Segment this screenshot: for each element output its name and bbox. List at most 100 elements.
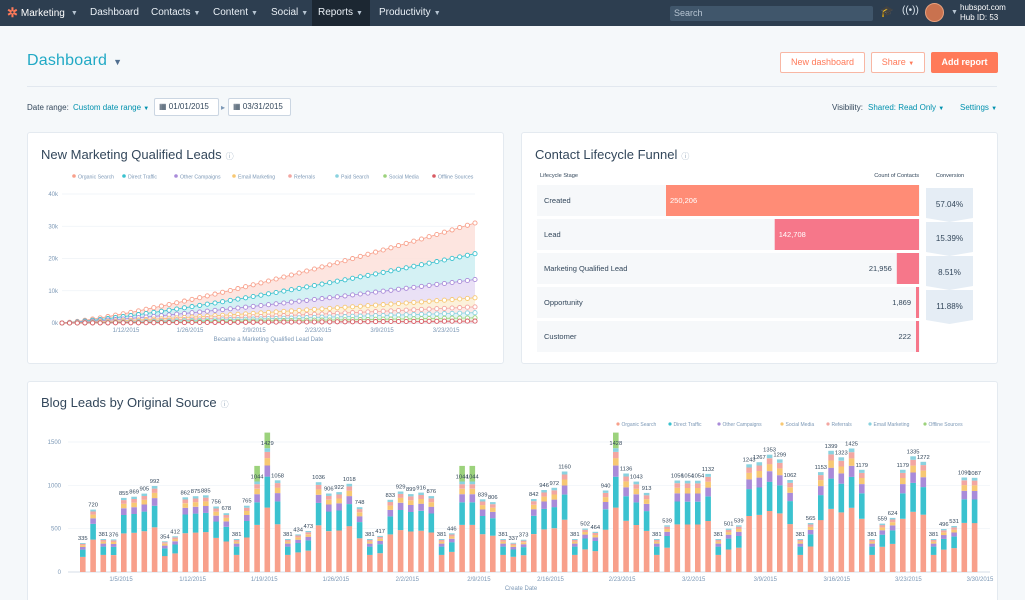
legend-label: Organic Search	[622, 422, 657, 428]
new-dashboard-button[interactable]: New dashboard	[780, 52, 865, 73]
bar-segment	[203, 495, 209, 498]
bar-segment	[900, 472, 906, 478]
bar-segment	[305, 532, 312, 535]
series-point	[403, 300, 409, 306]
conversion-value: 15.39%	[936, 234, 963, 243]
series-point	[151, 320, 157, 326]
bar-segment	[479, 501, 486, 506]
bar-value-label: 1036	[312, 475, 325, 481]
bar-segment	[971, 480, 978, 486]
account-name: hubspot.com	[960, 3, 1006, 12]
bar-segment	[110, 555, 117, 572]
bar-segment	[695, 524, 701, 572]
bar-segment	[336, 530, 342, 572]
series-point	[411, 263, 417, 269]
end-date-field[interactable]: ▦ 03/31/2015	[228, 98, 291, 116]
bar-value-label: 1179	[856, 463, 868, 469]
bar-segment	[869, 539, 875, 540]
nav-item-social[interactable]: Social ▼	[265, 0, 314, 26]
bar-segment	[459, 502, 465, 525]
series-point	[189, 296, 195, 302]
series-point	[296, 298, 302, 304]
series-point	[411, 284, 417, 290]
bar-value-label: 875	[191, 489, 201, 495]
legend-swatch	[174, 174, 178, 178]
search-input[interactable]: Search	[670, 6, 873, 21]
bar-segment	[121, 514, 127, 534]
nav-item-reports[interactable]: Reports ▼	[312, 0, 370, 26]
funnel-bar	[916, 321, 919, 352]
account-info[interactable]: hubspot.com Hub ID: 53	[960, 3, 1006, 23]
series-point	[403, 285, 409, 291]
page-title[interactable]: Dashboard ▼	[27, 52, 122, 70]
series-point	[189, 310, 195, 316]
bar-segment	[90, 524, 96, 540]
bar-segment	[777, 462, 783, 469]
bar-segment	[264, 476, 271, 508]
share-button[interactable]: Share ▼	[871, 52, 925, 73]
bar-segment	[941, 530, 947, 533]
visibility-select[interactable]: Shared: Read Only ▼	[868, 100, 944, 116]
series-point	[296, 270, 302, 276]
bar-segment	[172, 544, 178, 554]
conversion-chevron	[926, 222, 973, 256]
brand-menu[interactable]: ✲ Marketing ▼	[0, 0, 78, 26]
bar-segment	[879, 530, 886, 535]
bar-segment	[479, 509, 486, 516]
date-range-select[interactable]: Custom date range ▼	[73, 100, 149, 116]
bar-segment	[602, 493, 609, 498]
bar-segment	[438, 546, 445, 555]
nav-item-contacts[interactable]: Contacts ▼	[145, 0, 206, 26]
legend-label: Social Media	[786, 422, 815, 428]
series-point	[204, 293, 210, 299]
bar-segment	[305, 534, 312, 537]
bar-segment	[397, 497, 404, 503]
bar-segment	[449, 551, 455, 572]
info-icon[interactable]: ⓘ	[681, 152, 690, 161]
bar-segment	[90, 514, 96, 519]
nav-item-productivity[interactable]: Productivity ▼	[373, 0, 447, 26]
nav-item-content[interactable]: Content ▼	[207, 0, 264, 26]
settings-menu[interactable]: Settings ▼	[960, 100, 997, 116]
bar-value-label: 862	[180, 490, 190, 496]
start-date-field[interactable]: ▦ 01/01/2015	[154, 98, 219, 116]
chevron-down-icon[interactable]: ▼	[951, 9, 958, 16]
series-point	[441, 257, 447, 263]
x-tick-label: 3/23/2015	[895, 577, 922, 583]
bar-segment	[572, 543, 578, 547]
avatar[interactable]	[925, 3, 944, 22]
nav-item-dashboard[interactable]: Dashboard	[84, 0, 145, 26]
funnel-stage-label: Customer	[544, 332, 577, 341]
bar-segment	[705, 521, 711, 572]
mql-title-text: New Marketing Qualified Leads	[41, 147, 222, 162]
bar-segment	[213, 537, 219, 572]
series-point	[411, 312, 417, 318]
bar-segment	[787, 487, 793, 493]
bar-segment	[695, 501, 701, 525]
notifications-icon[interactable]: ((•))	[902, 5, 919, 16]
bar-segment	[449, 534, 455, 537]
bar-segment	[274, 487, 281, 494]
series-point	[426, 282, 432, 288]
bar-segment	[531, 515, 537, 534]
bar-value-label: 992	[150, 479, 160, 485]
header-divider	[27, 86, 997, 87]
series-point	[357, 291, 363, 297]
bar-segment	[920, 514, 927, 572]
series-point	[166, 307, 172, 313]
bar-segment	[848, 507, 855, 572]
bar-segment	[479, 534, 486, 572]
series-point	[243, 295, 249, 301]
bar-segment	[889, 525, 896, 531]
bar-segment	[377, 538, 383, 541]
series-point	[380, 308, 386, 314]
bar-segment	[510, 543, 517, 546]
series-area-band	[62, 279, 475, 323]
info-icon[interactable]: ⓘ	[220, 400, 229, 409]
academy-icon[interactable]: 🎓	[880, 6, 894, 18]
bar-segment	[859, 493, 865, 519]
bar-value-label: 1243	[743, 457, 756, 463]
series-point	[403, 312, 409, 318]
info-icon[interactable]: ⓘ	[225, 152, 234, 161]
add-report-button[interactable]: Add report	[931, 52, 998, 73]
